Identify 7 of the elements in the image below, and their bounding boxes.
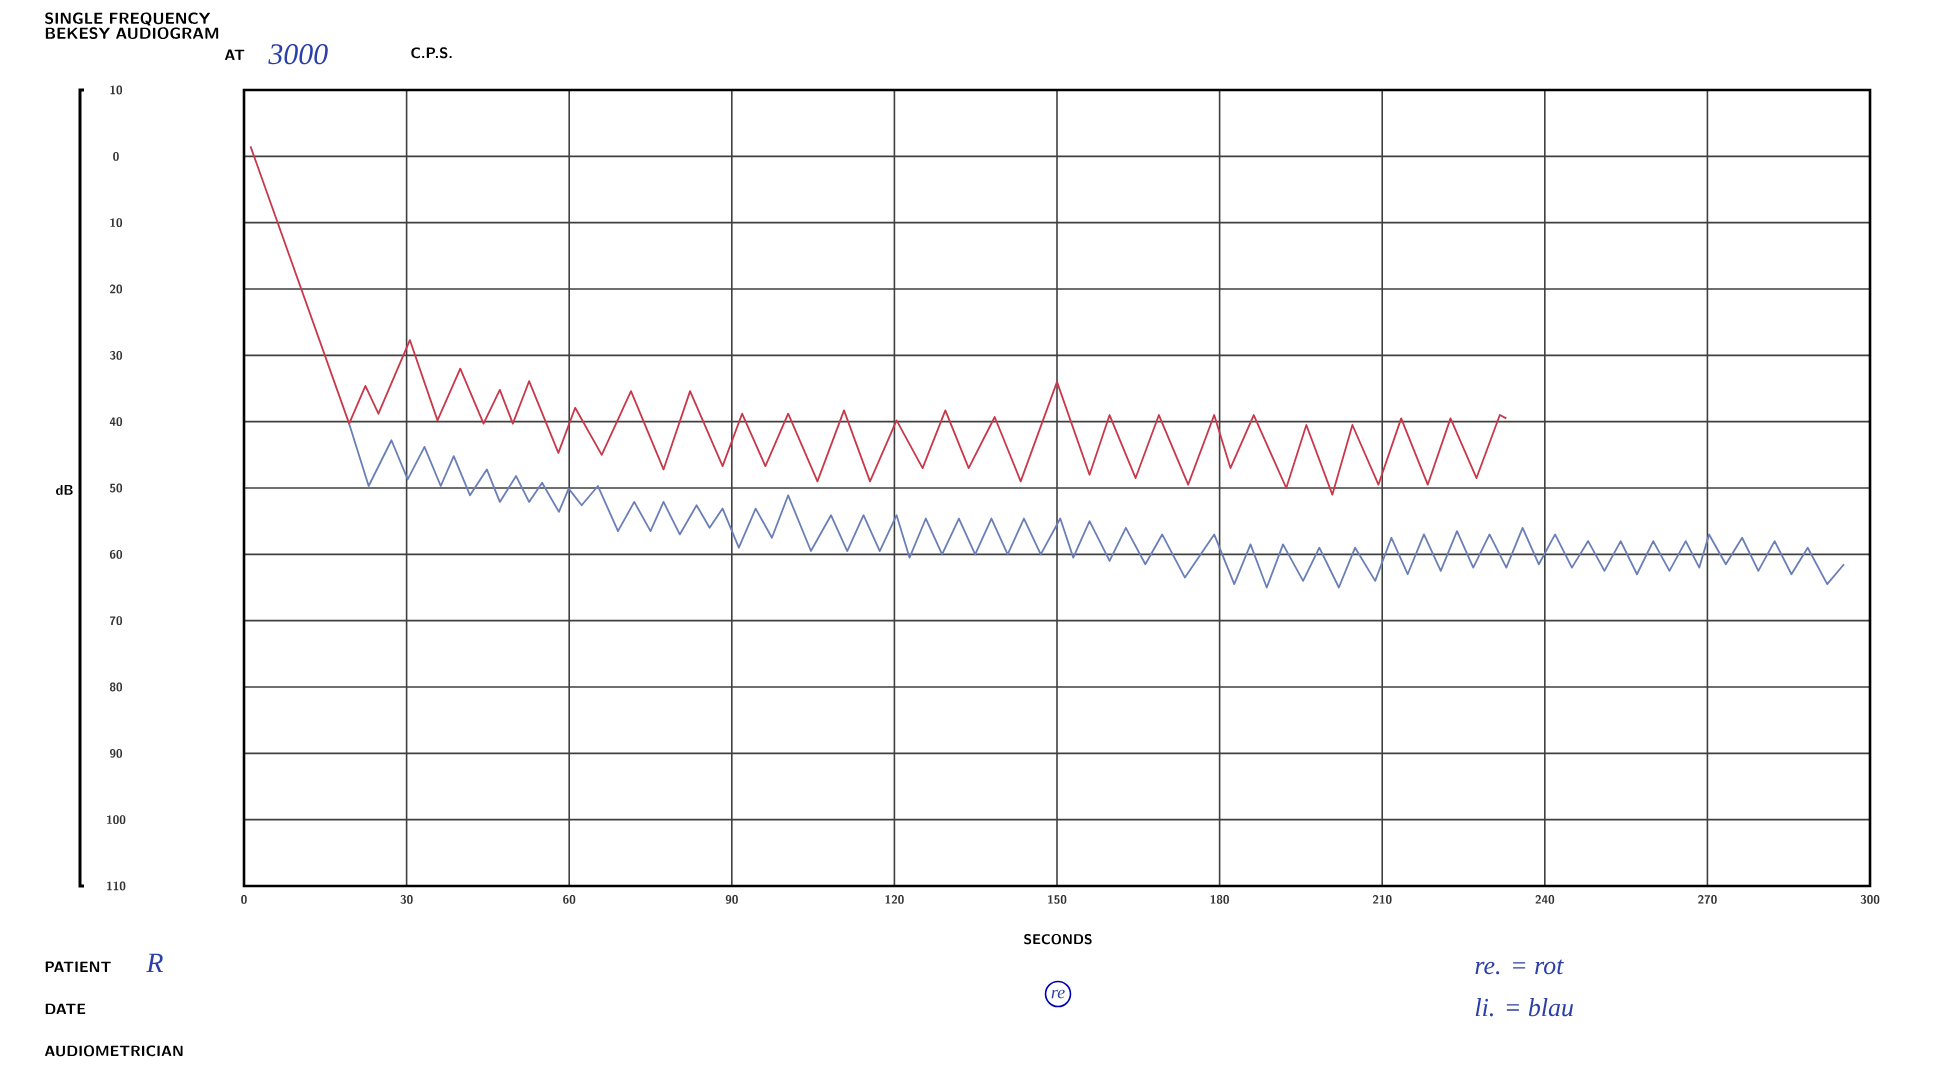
line-series xyxy=(249,145,1508,496)
text: li. = blau xyxy=(1475,998,1574,1017)
text: re. = rot xyxy=(1475,959,1564,975)
text: R xyxy=(146,953,163,972)
text: 3000 xyxy=(268,44,328,65)
text: re xyxy=(1051,989,1065,999)
line-series xyxy=(348,422,1845,589)
